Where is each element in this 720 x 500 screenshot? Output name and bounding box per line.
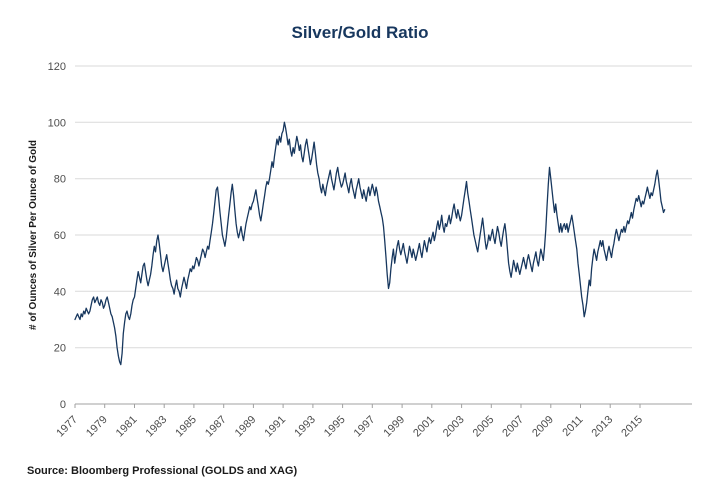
chart-title: Silver/Gold Ratio <box>292 23 429 42</box>
y-tick-label: 0 <box>60 399 66 411</box>
y-tick-label: 120 <box>48 61 66 73</box>
ratio-line <box>74 121 666 366</box>
x-tick-label: 1977 <box>54 414 80 440</box>
x-tick-label: 1989 <box>233 414 259 440</box>
x-tick-label: 2015 <box>619 414 645 440</box>
x-tick-label: 1985 <box>173 414 199 440</box>
y-tick-label: 20 <box>54 343 66 355</box>
source-note: Source: Bloomberg Professional (GOLDS an… <box>27 465 297 477</box>
x-tick-label: 1999 <box>381 414 407 440</box>
x-tick-label: 1987 <box>203 414 229 440</box>
y-tick-label: 80 <box>54 174 66 186</box>
y-tick-label: 60 <box>54 230 66 242</box>
x-tick-label: 1995 <box>322 414 348 440</box>
x-tick-label: 1997 <box>352 414 378 440</box>
x-tick-labels: 1977 1979 1981 1983 1985 1987 1989 1991 1993 1995… <box>54 404 645 439</box>
x-tick-label: 1981 <box>114 414 140 440</box>
y-tick-labels: 0 20 40 60 80 100 120 <box>48 61 66 411</box>
x-tick-label: 2009 <box>530 414 556 440</box>
x-tick-label: 2005 <box>471 414 497 440</box>
x-tick-label: 1983 <box>144 414 170 440</box>
x-tick-label: 1979 <box>84 414 110 440</box>
gridlines <box>75 65 692 405</box>
x-tick-label: 2007 <box>500 414 526 440</box>
x-tick-label: 2013 <box>590 414 616 440</box>
x-tick-label: 2001 <box>411 414 437 440</box>
x-tick-label: 1991 <box>262 414 288 440</box>
x-tick-label: 1993 <box>292 414 318 440</box>
y-tick-label: 100 <box>48 117 66 129</box>
y-tick-label: 40 <box>54 286 66 298</box>
x-tick-label: 2011 <box>560 414 585 439</box>
x-tick-label: 2003 <box>441 414 467 440</box>
y-axis-title: # of Ounces of Silver Per Ounce of Gold <box>28 140 39 330</box>
